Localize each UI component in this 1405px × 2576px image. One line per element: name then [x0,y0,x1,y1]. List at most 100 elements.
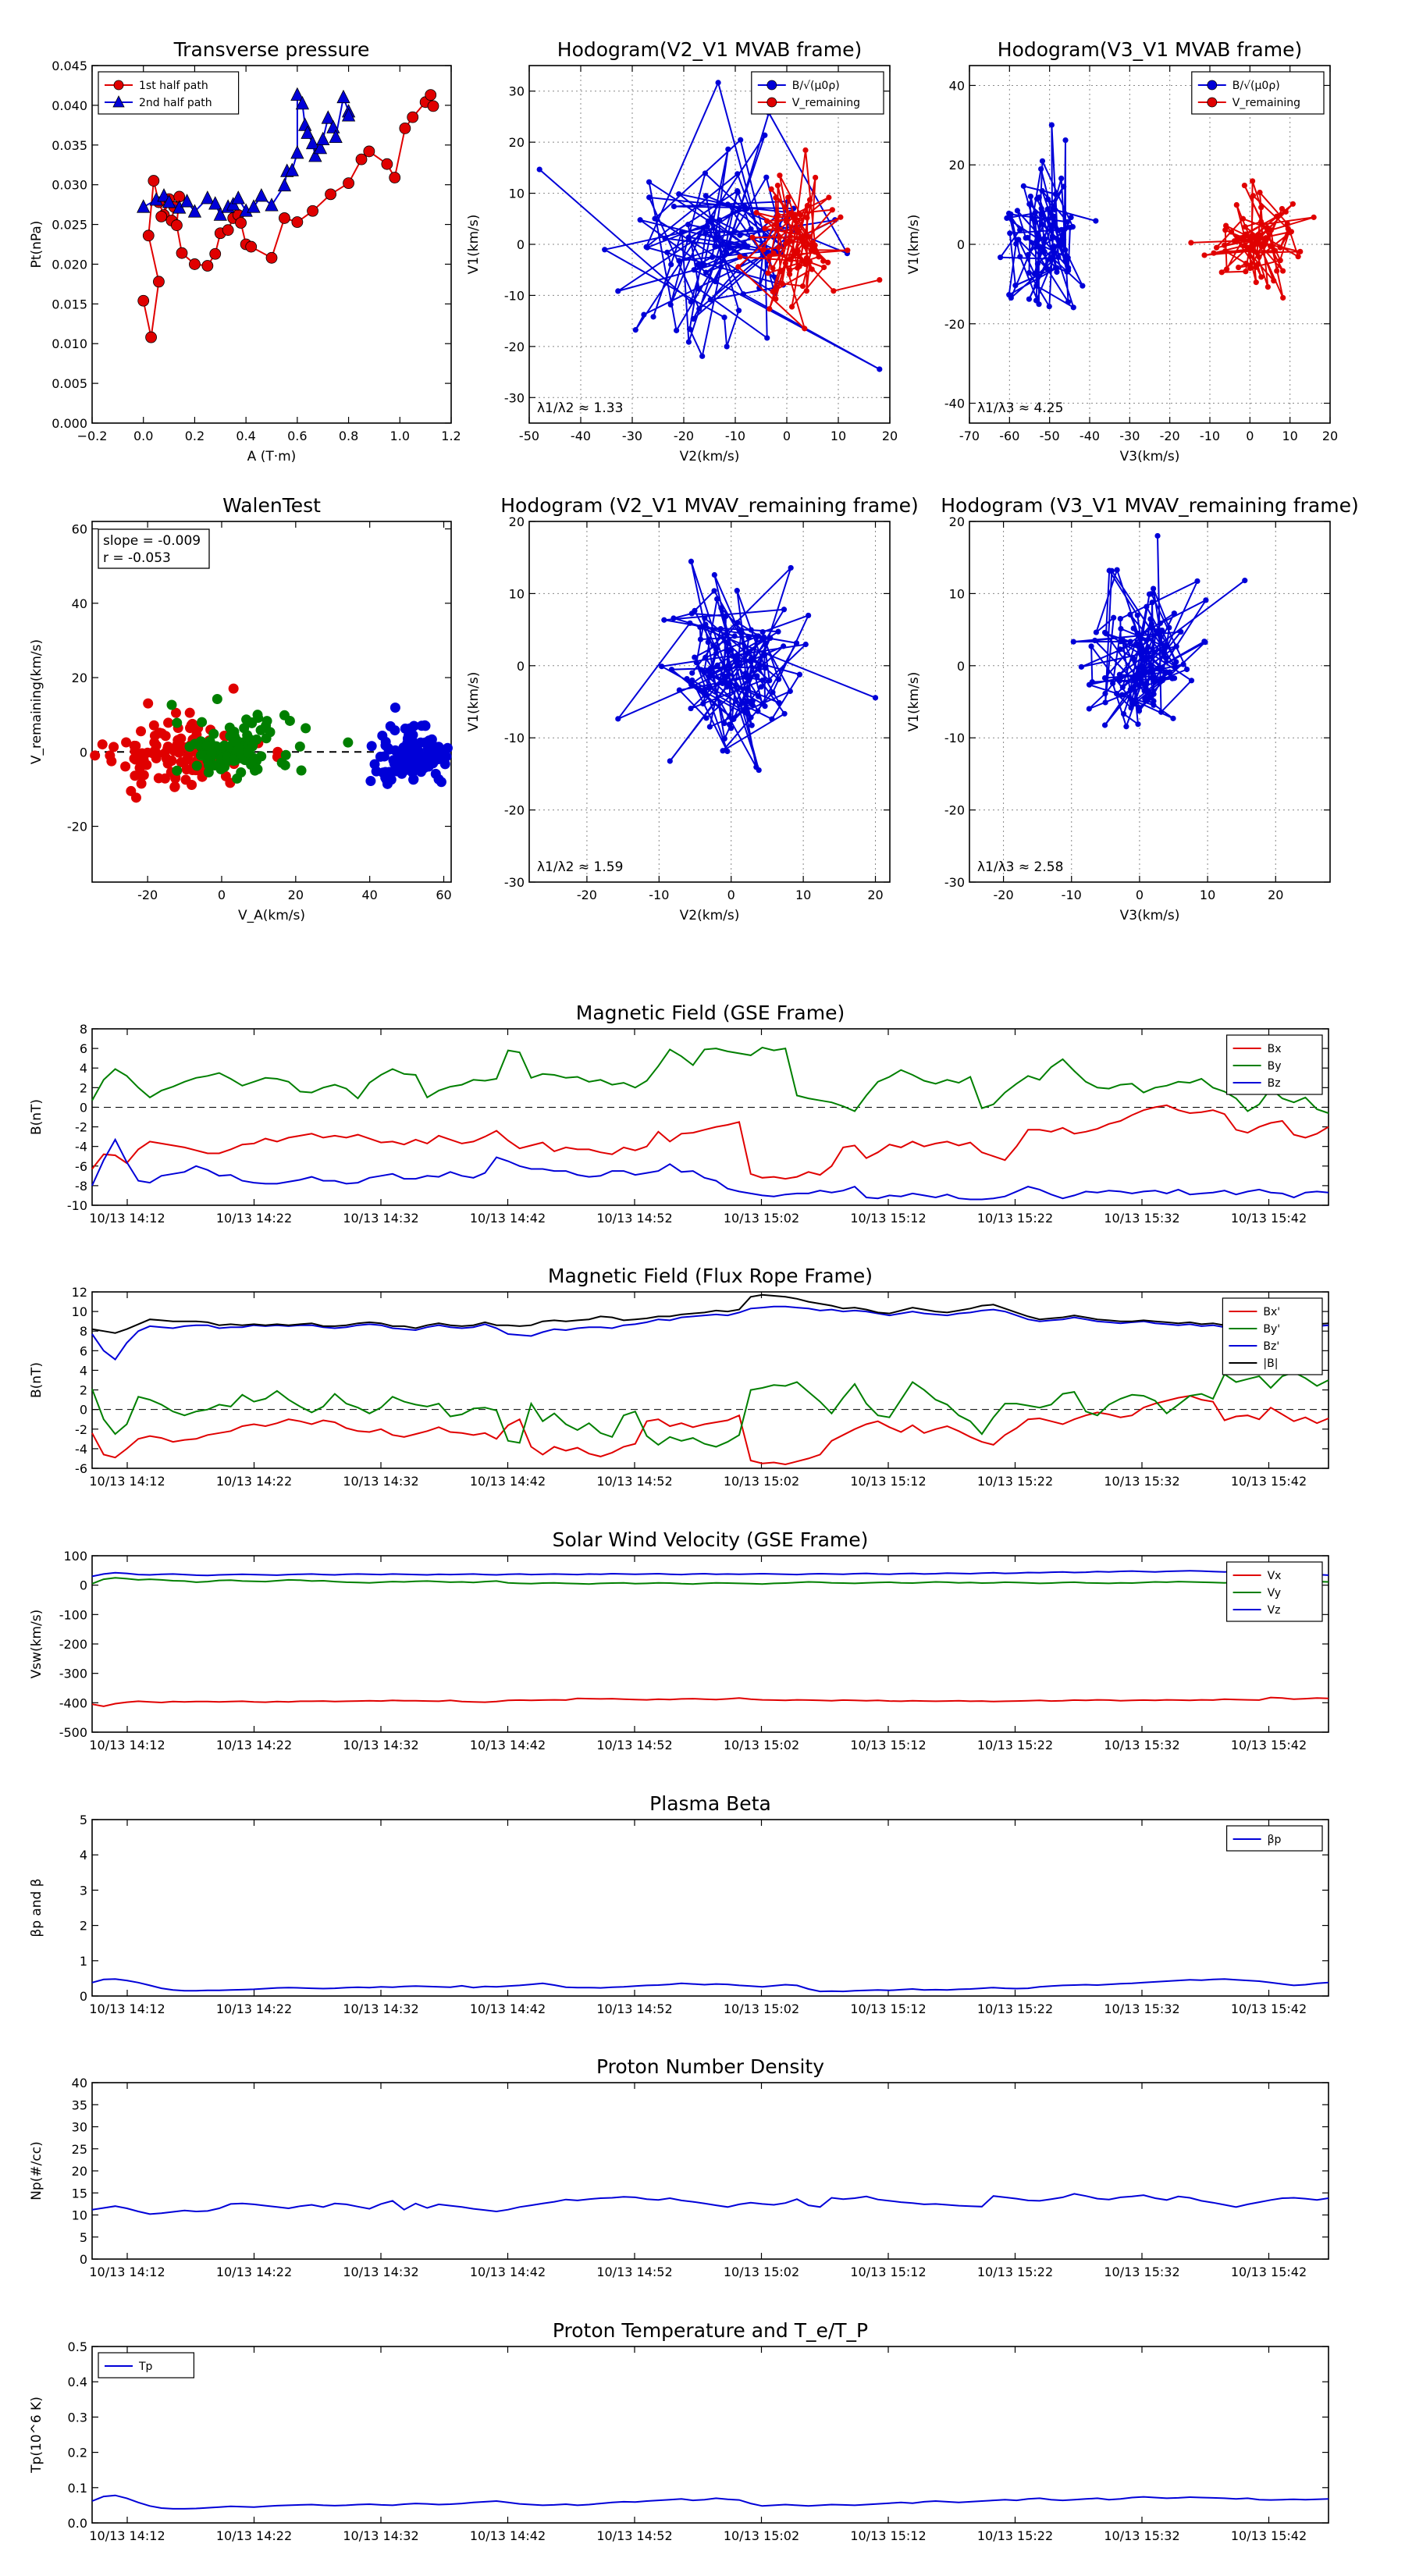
data-point [1229,229,1235,235]
data-point [792,212,799,218]
data-point [1180,661,1186,667]
data-point [781,607,788,613]
legend-label: B/√(μ0ρ) [1232,80,1280,92]
data-point [1049,233,1055,240]
data-point [689,670,695,676]
data-point [727,725,735,731]
data-point [741,241,748,247]
data-point [820,258,827,264]
data-point [712,235,718,241]
y-axis-label: βp and β [29,1878,44,1937]
data-point [1170,715,1176,721]
tp-panel: Transverse pressure 0.000 0.005 0.010 0.015 0… [29,38,461,464]
data-point [1151,585,1157,592]
y-tick-label: -4 [75,1140,87,1155]
data-point [1169,675,1176,681]
time-tick-label: 10/13 14:32 [343,1738,418,1752]
data-point [707,297,713,303]
time-tick-label: 10/13 15:42 [1231,1738,1307,1752]
data-point [717,264,724,270]
time-tick-label: 10/13 15:02 [724,2528,799,2543]
data-point [735,171,741,177]
data-point [776,234,783,240]
time-tick-label: 10/13 15:02 [724,2265,799,2279]
data-point [1130,655,1136,662]
data-point [222,224,234,237]
data-point [737,232,743,238]
data-point [137,199,151,213]
time-tick-label: 10/13 15:12 [850,2528,926,2543]
time-tick-label: 10/13 14:32 [343,2528,418,2543]
x-tick-label: -30 [1119,429,1140,443]
y-tick-label: 10 [509,187,525,201]
x-tick-label: 10 [831,429,846,443]
data-point [307,205,318,217]
data-point [163,717,174,728]
data-point [767,80,777,91]
data-point [1116,671,1123,678]
data-point [1222,227,1229,233]
data-point [702,269,710,276]
data-point [157,188,171,202]
data-point [1161,642,1167,649]
data-point [687,620,693,626]
hodogram-trace [998,125,1097,309]
data-point [291,216,304,228]
time-tick-label: 10/13 15:02 [724,1738,799,1752]
data-point [755,693,762,699]
data-point [1258,274,1264,280]
y-tick-label: 30 [72,2120,87,2135]
y-tick-label: -10 [504,288,525,303]
data-point [1132,700,1138,707]
y-tick-label: 0.000 [52,416,87,431]
data-point [1284,220,1290,227]
data-point [725,662,731,668]
y-tick-label: -10 [504,731,525,745]
y-axis-label: V1(km/s) [906,672,922,732]
data-point [702,654,709,660]
data-point [762,226,768,232]
data-point [802,147,809,153]
data-point [845,247,851,254]
data-point [1103,631,1109,637]
y-tick-label: 3 [80,1883,87,1898]
data-point [1146,688,1152,695]
data-point [793,640,800,646]
time-tick-label: 10/13 14:32 [343,1474,418,1489]
data-point [1106,568,1112,574]
data-point [706,724,713,730]
data-point [1151,649,1158,656]
data-point [1236,264,1242,271]
data-point [137,294,150,307]
y-tick-label: 35 [72,2097,87,2112]
data-point [407,111,419,123]
data-point [1237,235,1243,241]
data-point [1044,265,1050,272]
data-point [208,728,219,739]
time-tick-label: 10/13 15:22 [977,2001,1053,2016]
data-point [363,145,375,158]
legend-label: Bx' [1263,1306,1280,1318]
data-point [1241,182,1247,189]
data-point [1102,699,1108,706]
y-tick-label: 1 [80,1954,87,1969]
data-point [1070,639,1076,645]
data-point [1036,194,1042,201]
data-point [700,225,706,231]
data-point [707,665,714,671]
data-point [1253,279,1259,286]
data-point [1025,251,1031,258]
y-axis-label: V1(km/s) [906,215,922,275]
data-point [650,314,656,320]
data-point [399,123,411,134]
data-point [1054,269,1060,276]
data-point [1006,292,1012,298]
data-point [796,671,803,678]
data-point [702,615,708,621]
x-tick-label: 0.8 [339,429,358,443]
data-point [730,653,736,660]
data-point [826,194,832,201]
y-tick-label: -2 [75,1120,87,1135]
data-point [1133,641,1140,647]
y-tick-label: -40 [944,397,965,411]
